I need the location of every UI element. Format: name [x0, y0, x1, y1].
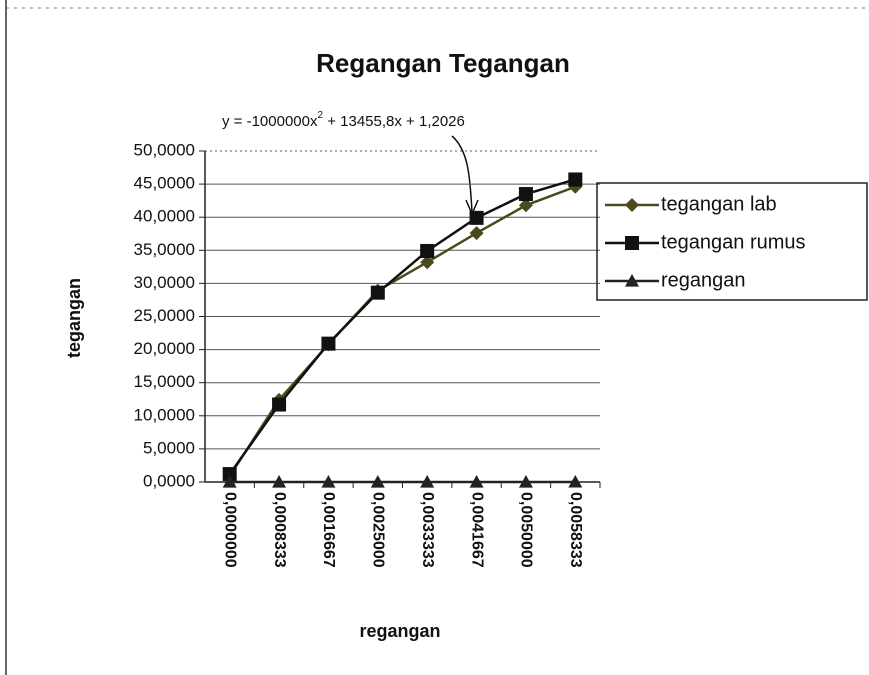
y-tick-label: 45,0000	[134, 174, 195, 193]
y-tick-label: 35,0000	[134, 240, 195, 259]
y-tick-label: 30,0000	[134, 273, 195, 292]
equation-part: + 13455,8x + 1,2026	[323, 113, 465, 130]
equation-pointer	[451, 135, 473, 213]
marker-diamond	[420, 255, 435, 270]
marker-diamond	[518, 198, 533, 213]
marker-diamond	[625, 198, 639, 212]
x-tick-label: 0,0050000	[518, 492, 535, 568]
y-tick-label: 20,0000	[134, 339, 195, 358]
y-tick-label: 0,0000	[143, 471, 195, 490]
marker-square	[469, 210, 484, 225]
legend-label: tegangan lab	[661, 193, 777, 215]
x-tick-label: 0,0041667	[468, 492, 485, 568]
marker-triangle	[321, 474, 336, 488]
x-axis-label: regangan	[359, 621, 440, 641]
equation-part: y = -1000000x	[222, 113, 318, 130]
marker-triangle	[370, 474, 385, 488]
marker-square	[222, 467, 237, 482]
y-tick-label: 10,0000	[134, 405, 195, 424]
y-tick-label: 15,0000	[134, 372, 195, 391]
y-tick-label: 25,0000	[134, 306, 195, 325]
marker-square	[568, 172, 583, 187]
marker-triangle	[469, 474, 484, 488]
marker-triangle	[518, 474, 533, 488]
marker-triangle	[625, 274, 639, 287]
y-axis-label: tegangan	[64, 278, 84, 358]
marker-square	[370, 285, 385, 300]
chart-title: Regangan Tegangan	[316, 48, 570, 78]
series-line	[228, 178, 576, 475]
trendline-equation: y = -1000000x2 + 13455,8x + 1,2026	[222, 110, 465, 130]
marker-triangle	[272, 474, 287, 488]
y-tick-label: 50,0000	[134, 140, 195, 159]
marker-square	[420, 243, 435, 258]
x-tick-label: 0,0033333	[419, 492, 436, 568]
marker-square	[518, 187, 533, 202]
marker-triangle	[568, 474, 583, 488]
x-tick-label: 0,0058333	[567, 492, 584, 568]
y-tick-label: 5,0000	[143, 438, 195, 457]
series-line	[228, 185, 576, 477]
equation-exponent: 2	[318, 110, 324, 121]
marker-square	[272, 397, 287, 412]
x-tick-label: 0,0008333	[271, 492, 288, 568]
marker-square	[625, 236, 639, 250]
marker-triangle	[222, 475, 237, 488]
marker-diamond	[469, 226, 484, 241]
marker-square	[321, 336, 336, 351]
x-tick-label: 0,0025000	[370, 492, 387, 568]
legend-label: tegangan rumus	[661, 231, 806, 253]
x-tick-label: 0,0000000	[221, 492, 238, 568]
legend-box	[596, 182, 868, 301]
x-tick-label: 0,0016667	[320, 492, 337, 568]
y-tick-label: 40,0000	[134, 207, 195, 226]
marker-triangle	[420, 474, 435, 488]
legend-label: regangan	[661, 269, 746, 291]
